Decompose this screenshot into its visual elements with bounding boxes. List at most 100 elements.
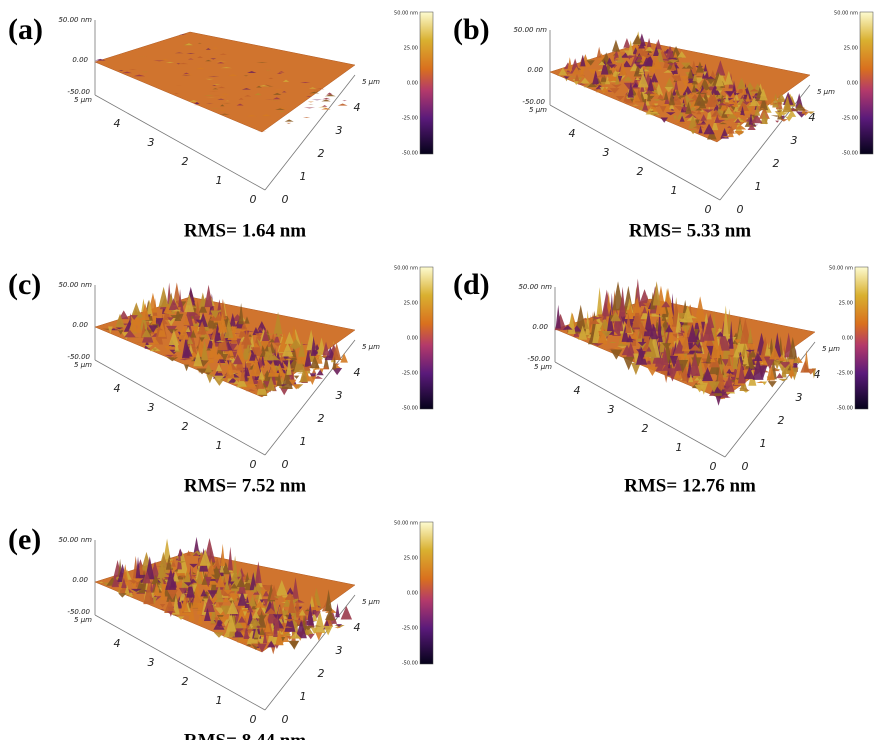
roughness-spike [563, 76, 570, 80]
roughness-spike [204, 576, 212, 588]
y-tick-label: 2 [778, 414, 785, 427]
panel: (c) 50.00 nm0.00-50.005 μm5 μm0 01 12233445… [8, 266, 434, 496]
roughness-spike [181, 612, 194, 616]
roughness-spike [215, 574, 226, 588]
roughness-spike [266, 376, 276, 391]
roughness-spike [706, 78, 716, 85]
roughness-spike [166, 318, 176, 327]
roughness-spike [206, 347, 212, 351]
roughness-spike [610, 349, 623, 360]
roughness-spike [721, 359, 730, 367]
roughness-spike [664, 87, 673, 93]
roughness-spike [326, 92, 333, 95]
roughness-spike [228, 377, 238, 383]
roughness-spike [213, 323, 222, 343]
roughness-spike [721, 109, 728, 118]
z-mid: 0.00 [72, 576, 88, 584]
roughness-spike [625, 298, 634, 313]
roughness-spike [204, 591, 210, 594]
y-tick-label: 4 [354, 101, 361, 114]
z-bottom: -50.00 [67, 608, 90, 616]
roughness-spike [734, 130, 745, 136]
roughness-spike [308, 376, 317, 385]
roughness-spike [131, 578, 144, 583]
roughness-spike [726, 98, 736, 105]
roughness-spike [674, 371, 682, 379]
roughness-spike [739, 318, 751, 344]
roughness-spike [130, 315, 138, 321]
roughness-spike [183, 72, 190, 75]
rms-label: RMS= 1.64 nm [184, 220, 306, 241]
roughness-spike [692, 72, 698, 82]
roughness-spike [230, 583, 238, 589]
roughness-spike [281, 91, 287, 93]
roughness-spike [208, 578, 219, 585]
y-tick-label: 3 [791, 134, 798, 147]
roughness-spike [782, 364, 793, 375]
roughness-spike [636, 64, 645, 70]
x-tick-label: 4 [574, 384, 581, 397]
roughness-spike [193, 536, 200, 556]
roughness-spike [179, 300, 184, 313]
roughness-spike [173, 93, 179, 94]
colorbar-label: 25.00 [844, 46, 858, 52]
roughness-spike [726, 112, 738, 119]
y-tick-label: 3 [796, 391, 803, 404]
roughness-spike [679, 115, 685, 122]
roughness-spike [606, 57, 613, 64]
roughness-spike [558, 67, 568, 76]
roughness-spike [702, 109, 714, 113]
panel-label: (b) [453, 13, 490, 46]
roughness-spike [777, 378, 789, 382]
roughness-spike [190, 584, 198, 593]
roughness-spike [266, 634, 273, 636]
roughness-spike [702, 91, 709, 104]
roughness-spike [752, 355, 764, 380]
colorbar-label: 50.00 nm [394, 266, 418, 272]
roughness-spike [752, 114, 757, 120]
colorbar-label: 0.00 [407, 81, 418, 87]
panel-label: (e) [8, 523, 41, 556]
roughness-spike [643, 73, 651, 74]
x-tick-label: 1 [671, 184, 678, 197]
roughness-spike [632, 93, 641, 102]
roughness-spike [332, 356, 337, 370]
roughness-spike [128, 591, 134, 597]
roughness-spike [151, 348, 158, 352]
roughness-spike [592, 320, 601, 344]
roughness-spike [186, 550, 191, 556]
roughness-spike [688, 114, 698, 129]
roughness-spike [259, 627, 266, 636]
roughness-spike [218, 109, 227, 111]
roughness-spike [728, 320, 734, 349]
z-mid: 0.00 [527, 66, 543, 74]
x-tick-label: 2 [642, 422, 649, 435]
roughness-spike [619, 286, 626, 317]
colorbar-label: 50.00 nm [394, 11, 418, 17]
roughness-spike [690, 129, 697, 135]
y-unit: 5 μm [362, 598, 380, 606]
roughness-spike [241, 333, 252, 345]
roughness-spike [702, 318, 715, 341]
roughness-spike [657, 329, 663, 343]
roughness-spike [287, 598, 300, 605]
roughness-spike [261, 585, 274, 593]
roughness-spike [217, 62, 225, 64]
roughness-spike [680, 106, 689, 112]
z-bottom: -50.00 [67, 353, 90, 361]
roughness-spike [293, 599, 305, 603]
roughness-spike [199, 337, 205, 343]
roughness-spike [670, 62, 677, 71]
roughness-spike [659, 106, 667, 113]
roughness-spike [257, 329, 264, 333]
y-tick-label: 4 [809, 111, 816, 124]
roughness-spike [733, 124, 744, 126]
roughness-spike [709, 84, 721, 95]
roughness-spike [714, 119, 726, 123]
roughness-spike [638, 63, 645, 75]
roughness-spike [592, 70, 600, 85]
y-tick-label: 0 [282, 193, 289, 206]
roughness-spike [737, 100, 750, 111]
roughness-spike [164, 598, 176, 613]
roughness-spike [724, 106, 734, 115]
